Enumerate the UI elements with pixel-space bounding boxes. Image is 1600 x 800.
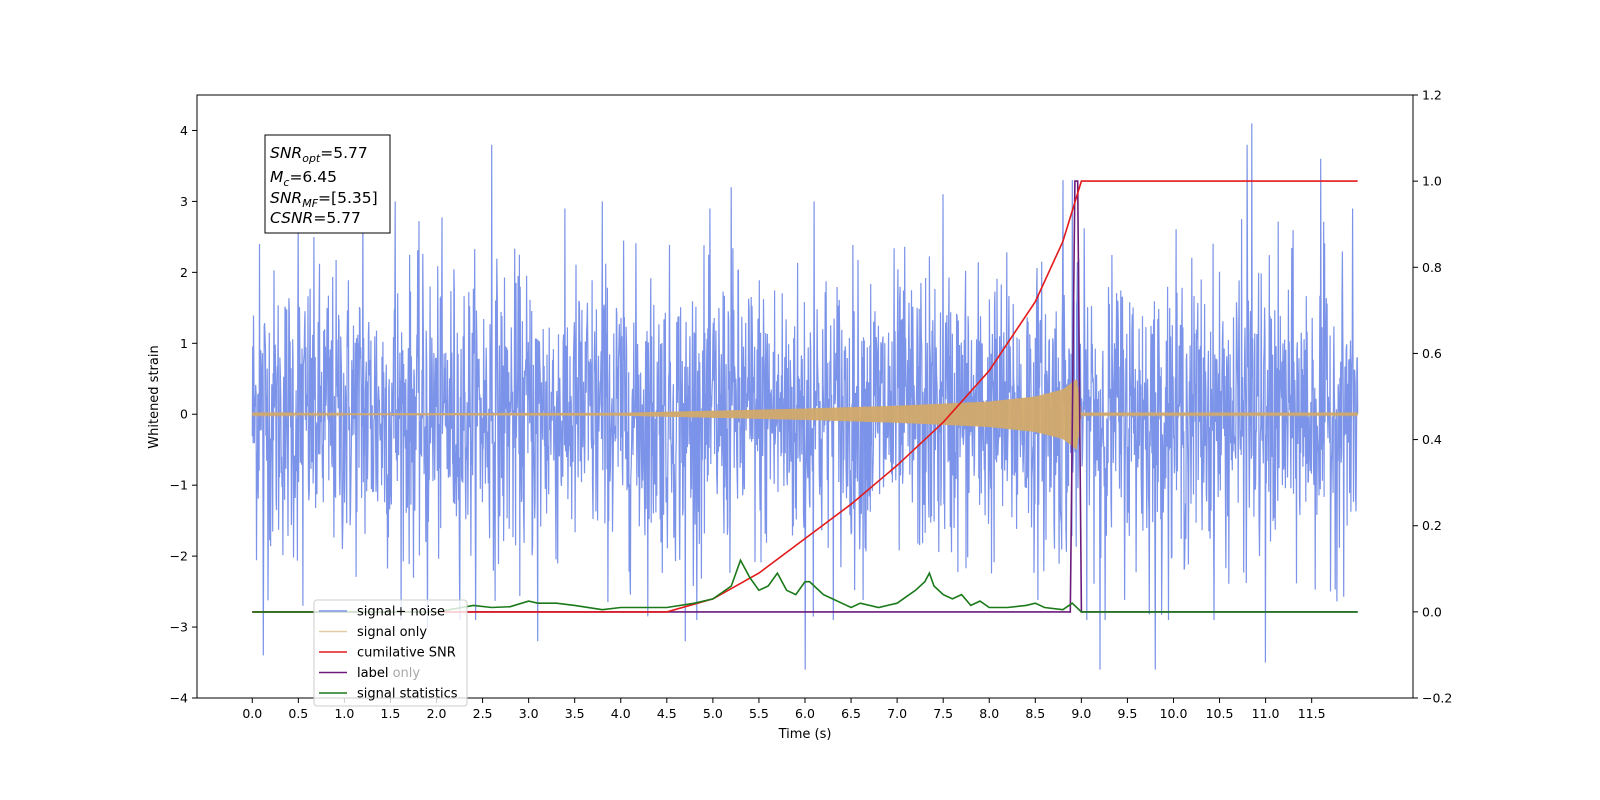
x-tick-label: 10.5 — [1206, 706, 1234, 721]
y-axis-left: −4 −3 −2 −1 0 1 2 3 4 — [170, 123, 197, 706]
series-signal-noise — [251, 123, 1359, 670]
y-tick-label: −1 — [170, 478, 188, 493]
y2-tick-label: 0.4 — [1422, 432, 1442, 447]
y2-tick-label: 0.0 — [1422, 604, 1442, 619]
x-tick-label: 0.0 — [242, 706, 262, 721]
legend-entry: cumilative SNR — [357, 646, 456, 661]
legend-frame — [313, 599, 468, 707]
stats-snr-opt: SNRopt=5.77 — [270, 144, 368, 165]
x-tick-label: 2.0 — [427, 706, 447, 721]
stats-csnr: CSNR=5.77 — [270, 209, 361, 227]
x-axis-label: Time (s) — [778, 727, 832, 742]
y-tick-label: 0 — [180, 407, 188, 422]
y-axis-label: Whitened strain — [147, 345, 162, 448]
legend-entry: signal statistics — [357, 687, 458, 702]
legend: signal+ noise signal only cumilative SNR la… — [313, 599, 468, 707]
legend-entry-faint: label only — [357, 666, 420, 681]
y2-tick-label: −0.2 — [1422, 691, 1452, 706]
y2-tick-label: 0.6 — [1422, 346, 1442, 361]
y-tick-label: 2 — [180, 265, 188, 280]
x-tick-label: 1.5 — [381, 706, 401, 721]
x-tick-label: 7.5 — [933, 706, 953, 721]
stats-snr-mf: SNRMF=[5.35] — [270, 189, 378, 210]
series-layer — [251, 123, 1359, 670]
y2-tick-label: 0.8 — [1422, 260, 1442, 275]
y2-tick-label: 0.2 — [1422, 518, 1442, 533]
x-tick-label: 4.5 — [657, 706, 677, 721]
x-tick-label: 1.0 — [334, 706, 354, 721]
y-tick-label: −4 — [170, 691, 188, 706]
legend-entry: signal only — [357, 625, 427, 640]
x-tick-label: 9.0 — [1071, 706, 1091, 721]
y2-tick-label: 1.0 — [1422, 174, 1442, 189]
x-tick-label: 7.0 — [887, 706, 907, 721]
stats-box-frame — [264, 134, 391, 234]
x-tick-label: 2.5 — [473, 706, 493, 721]
x-tick-label: 10.0 — [1160, 706, 1188, 721]
y-tick-label: 3 — [180, 194, 188, 209]
x-tick-label: 6.5 — [841, 706, 861, 721]
series-signal-statistics — [252, 558, 1358, 613]
y-tick-label: 1 — [180, 336, 188, 351]
x-tick-label: 5.0 — [703, 706, 723, 721]
x-tick-label: 6.0 — [795, 706, 815, 721]
series-signal-only — [251, 379, 1359, 450]
y2-tick-label: 1.2 — [1422, 88, 1442, 103]
x-tick-label: 4.0 — [611, 706, 631, 721]
stats-mc: Mc=6.45 — [270, 168, 337, 189]
x-tick-label: 3.0 — [519, 706, 539, 721]
stats-box: SNRopt=5.77 Mc=6.45 SNRMF=[5.35] CSNR=5.… — [264, 134, 391, 234]
y-axis-right: −0.2 0.0 0.2 0.4 0.6 0.8 1.0 1.2 — [1413, 88, 1452, 706]
x-tick-label: 3.5 — [565, 706, 585, 721]
x-tick-label: 11.0 — [1252, 706, 1280, 721]
y-tick-label: −2 — [170, 549, 188, 564]
x-tick-label: 5.5 — [749, 706, 769, 721]
legend-entry: label — [357, 666, 388, 681]
x-tick-label: 0.5 — [288, 706, 308, 721]
x-tick-label: 8.5 — [1025, 706, 1045, 721]
y-tick-label: −3 — [170, 620, 188, 635]
x-tick-label: 8.0 — [979, 706, 999, 721]
x-tick-label: 11.5 — [1298, 706, 1326, 721]
x-axis: 0.0 0.5 1.0 1.5 2.0 2.5 3.0 3.5 4.0 4.5 5.0 5.5 6.0 6… — [242, 698, 1326, 721]
x-tick-label: 9.5 — [1117, 706, 1137, 721]
legend-entry: signal+ noise — [357, 605, 445, 620]
y-tick-label: 4 — [180, 123, 188, 138]
